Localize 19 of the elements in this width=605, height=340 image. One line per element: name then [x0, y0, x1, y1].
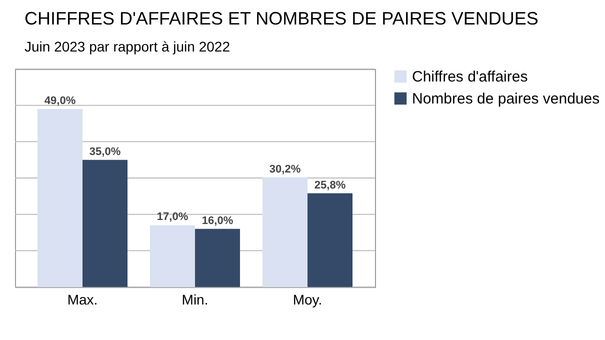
bar — [262, 177, 308, 287]
x-tick-label: Min. — [182, 292, 208, 308]
data-label: 49,0% — [44, 94, 76, 107]
chart-title: CHIFFRES D'AFFAIRES ET NOMBRES DE PAIRES VENDUES — [24, 8, 538, 28]
legend-label: Nombres de paires vendues — [412, 90, 600, 108]
bar — [82, 160, 128, 287]
data-label: 30,2% — [269, 163, 301, 176]
chart-subtitle: Juin 2023 par rapport à juin 2022 — [24, 38, 230, 54]
x-tick-label: Moy. — [292, 292, 322, 308]
bar — [150, 225, 195, 287]
bar — [195, 228, 240, 287]
data-label: 16,0% — [202, 214, 234, 227]
bar — [308, 193, 352, 287]
x-tick-label: Max. — [67, 292, 98, 308]
data-label: 17,0% — [156, 211, 188, 224]
legend-label: Chiffres d'affaires — [412, 68, 528, 86]
data-label: 25,8% — [314, 179, 346, 192]
bar — [38, 108, 82, 287]
data-label: 35,0% — [89, 146, 121, 158]
